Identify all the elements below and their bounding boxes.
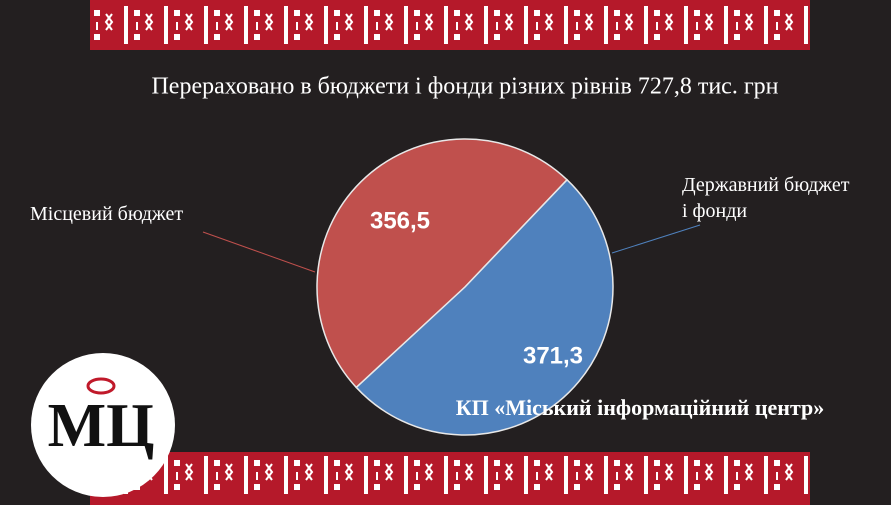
leader-line (611, 224, 701, 254)
pie-slice (316, 138, 569, 389)
annotation: КП «Міський інформаційний центр» (456, 395, 825, 420)
data-label: 356,5 (370, 207, 430, 234)
chart-title: Перераховано в бюджети і фонди різних рі… (151, 74, 778, 100)
logo-circle (31, 353, 175, 497)
ornament-bottom (90, 452, 810, 505)
pie-slice (355, 178, 614, 436)
logo-text: МЦ (48, 392, 155, 460)
category-label: Місцевий бюджет (30, 203, 184, 225)
pie (316, 138, 614, 436)
data-label: 371,3 (523, 342, 583, 369)
leader-line (202, 231, 316, 273)
ornament-top (90, 0, 810, 50)
category-label: Державний бюджет і фонди (682, 174, 850, 222)
logo-ring (86, 377, 116, 395)
